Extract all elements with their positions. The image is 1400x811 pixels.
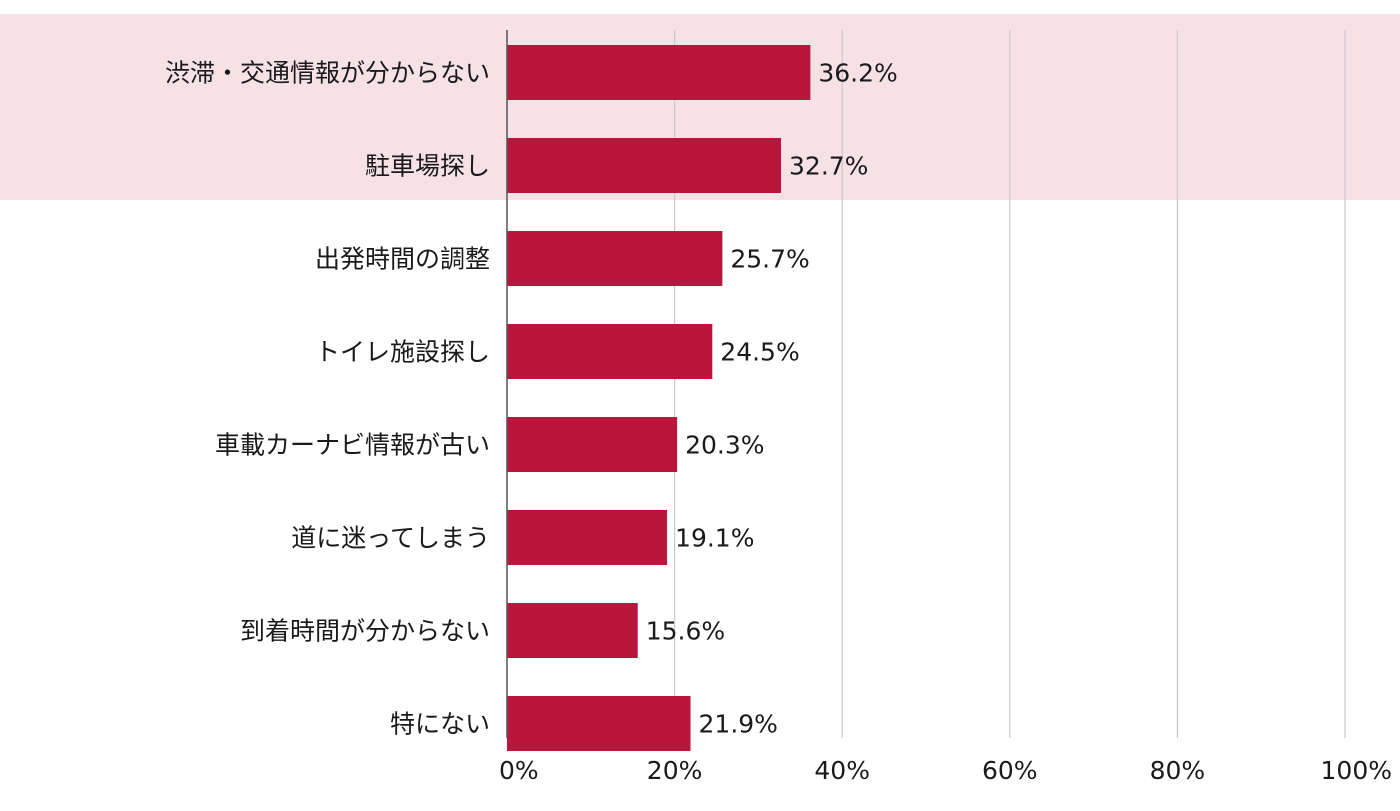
category-label-0: 渋滞・交通情報が分からない: [165, 59, 490, 88]
tick-label-60: 60%: [982, 756, 1038, 785]
value-label-6: 15.6%: [646, 617, 725, 646]
value-label-2: 25.7%: [730, 245, 809, 274]
value-label-4: 20.3%: [685, 431, 764, 460]
value-label-1: 32.7%: [789, 152, 868, 181]
value-label-3: 24.5%: [720, 338, 799, 367]
category-label-2: 出発時間の調整: [315, 245, 490, 274]
tick-label-20: 20%: [647, 756, 703, 785]
bar-7: [507, 696, 691, 751]
bar-0: [507, 45, 811, 100]
bar-2: [507, 231, 723, 286]
tick-label-80: 80%: [1150, 756, 1206, 785]
bar-6: [507, 603, 638, 658]
bar-1: [507, 138, 782, 193]
category-labels: 渋滞・交通情報が分からない駐車場探し出発時間の調整トイレ施設探し車載カーナビ情報…: [165, 59, 490, 739]
bar-4: [507, 417, 678, 472]
category-label-3: トイレ施設探し: [315, 338, 490, 367]
bars: [507, 45, 811, 751]
category-label-1: 駐車場探し: [365, 152, 490, 181]
value-label-7: 21.9%: [699, 710, 778, 739]
bar-5: [507, 510, 668, 565]
value-labels: 36.2% 32.7% 25.7% 24.5% 20.3% 19.1% 15.6% 21.9%: [646, 59, 898, 739]
tick-label-100: 100%: [1321, 756, 1392, 785]
value-label-0: 36.2%: [818, 59, 897, 88]
category-label-4: 車載カーナビ情報が古い: [215, 431, 490, 460]
tick-label-40: 40%: [814, 756, 870, 785]
category-label-7: 特にない: [390, 710, 490, 739]
x-axis-tick-labels: 0% 20% 40% 60% 80% 100%: [499, 756, 1392, 785]
value-label-5: 19.1%: [675, 524, 754, 553]
category-label-5: 道に迷ってしまう: [291, 524, 490, 553]
category-label-6: 到着時間が分からない: [240, 617, 490, 646]
tick-label-0: 0%: [499, 756, 539, 785]
bar-3: [507, 324, 713, 379]
